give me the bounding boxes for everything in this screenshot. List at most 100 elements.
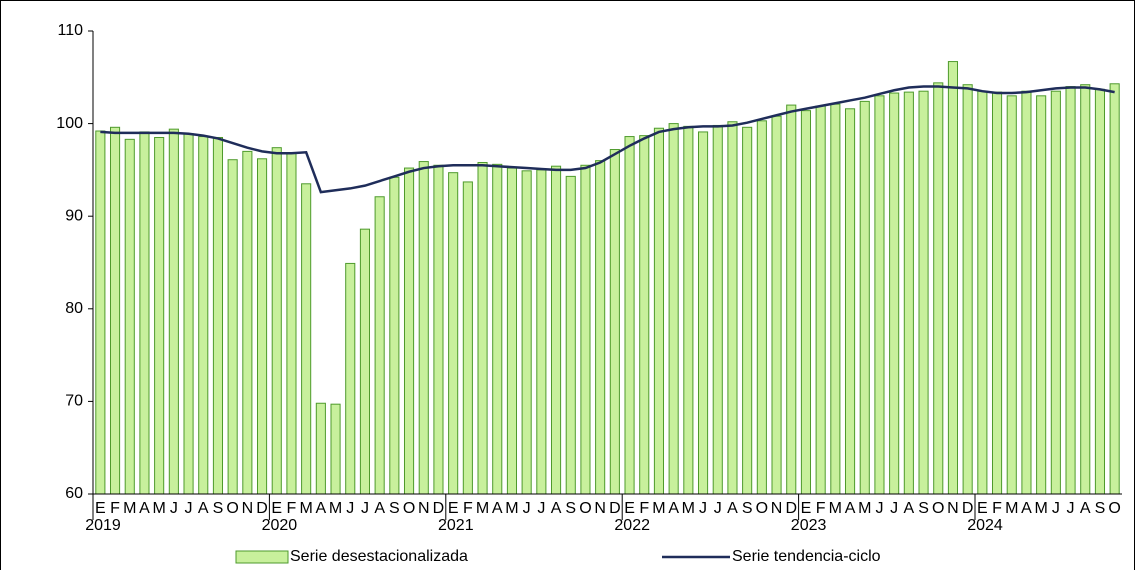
bar — [712, 124, 723, 495]
x-tick-label: J — [875, 500, 883, 517]
bar — [286, 152, 297, 495]
x-tick-label: D — [962, 500, 974, 517]
bar — [242, 150, 253, 495]
y-tick-label: 60 — [65, 485, 83, 502]
bar — [433, 164, 444, 495]
x-tick-label: E — [977, 500, 988, 517]
x-tick-label: J — [537, 500, 545, 517]
x-tick-label: M — [152, 500, 165, 517]
bar — [771, 115, 782, 495]
x-tick-label: F — [287, 500, 297, 517]
bar — [565, 175, 576, 495]
x-tick-label: J — [714, 500, 722, 517]
x-tick-label: J — [170, 500, 178, 517]
bar — [315, 402, 326, 495]
year-label: 2021 — [438, 517, 474, 534]
bar — [154, 136, 165, 495]
x-tick-label: A — [845, 500, 856, 517]
x-tick-label: J — [523, 500, 531, 517]
x-tick-label: E — [801, 500, 812, 517]
bar — [844, 108, 856, 495]
x-tick-label: A — [551, 500, 562, 517]
bar — [1021, 90, 1032, 495]
x-tick-label: F — [816, 500, 826, 517]
x-tick-label: J — [346, 500, 354, 517]
x-tick-label: S — [213, 500, 224, 517]
bar — [918, 90, 929, 495]
bar — [506, 167, 518, 495]
bar — [374, 196, 385, 495]
bar — [403, 167, 415, 495]
y-tick-label: 70 — [65, 393, 83, 410]
bar — [227, 159, 238, 495]
year-label: 2024 — [967, 517, 1003, 534]
x-tick-label: M — [652, 500, 665, 517]
x-tick-label: S — [742, 500, 753, 517]
legend-label: Serie desestacionalizada — [290, 548, 468, 565]
y-tick-label: 110 — [57, 22, 83, 39]
bar — [183, 133, 194, 495]
bar — [991, 91, 1003, 495]
bar — [889, 92, 900, 495]
bar — [800, 110, 812, 495]
bar — [1094, 88, 1106, 495]
x-tick-label: A — [668, 500, 679, 517]
x-tick-label: N — [242, 500, 254, 517]
x-tick-label: E — [624, 500, 635, 517]
bar — [653, 127, 665, 495]
x-tick-label: E — [95, 500, 106, 517]
bar — [962, 84, 973, 495]
bar — [756, 120, 767, 495]
x-tick-label: J — [699, 500, 707, 517]
x-tick-label: A — [316, 500, 327, 517]
bar — [168, 128, 179, 495]
bar — [727, 121, 738, 495]
x-tick-label: N — [594, 500, 606, 517]
bar — [198, 136, 209, 495]
x-tick-label: J — [361, 500, 369, 517]
bar — [697, 131, 709, 495]
bar — [109, 126, 121, 495]
x-tick-label: M — [858, 500, 871, 517]
bar — [683, 125, 694, 495]
bar — [639, 135, 650, 495]
bar — [903, 91, 914, 495]
bar — [418, 161, 429, 495]
x-tick-label: J — [185, 500, 193, 517]
year-label: 2019 — [85, 517, 121, 534]
bar — [301, 183, 312, 495]
bar — [389, 176, 400, 495]
x-tick-label: A — [198, 500, 209, 517]
x-tick-label: S — [389, 500, 400, 517]
bar — [1065, 86, 1076, 495]
y-tick-label: 90 — [65, 207, 83, 224]
x-tick-label: A — [492, 500, 503, 517]
bar — [477, 161, 488, 495]
x-tick-label: O — [932, 500, 944, 517]
x-tick-label: M — [329, 500, 342, 517]
x-tick-label: M — [505, 500, 518, 517]
bar — [947, 61, 959, 495]
bar — [124, 138, 135, 495]
x-tick-label: M — [1034, 500, 1047, 517]
x-tick-label: M — [682, 500, 695, 517]
bar — [271, 147, 282, 495]
bar — [874, 95, 885, 495]
bar — [815, 105, 826, 495]
x-tick-label: N — [947, 500, 959, 517]
x-tick-label: F — [110, 500, 120, 517]
x-tick-label: N — [418, 500, 430, 517]
bar — [550, 165, 562, 495]
bar — [1036, 95, 1047, 495]
x-tick-label: A — [374, 500, 385, 517]
bar — [359, 228, 371, 495]
legend-label: Serie tendencia-ciclo — [732, 548, 881, 565]
bar — [830, 103, 841, 495]
x-tick-label: O — [756, 500, 768, 517]
year-label: 2023 — [791, 517, 827, 534]
x-tick-label: M — [299, 500, 312, 517]
x-tick-label: A — [904, 500, 915, 517]
bar — [786, 104, 797, 495]
